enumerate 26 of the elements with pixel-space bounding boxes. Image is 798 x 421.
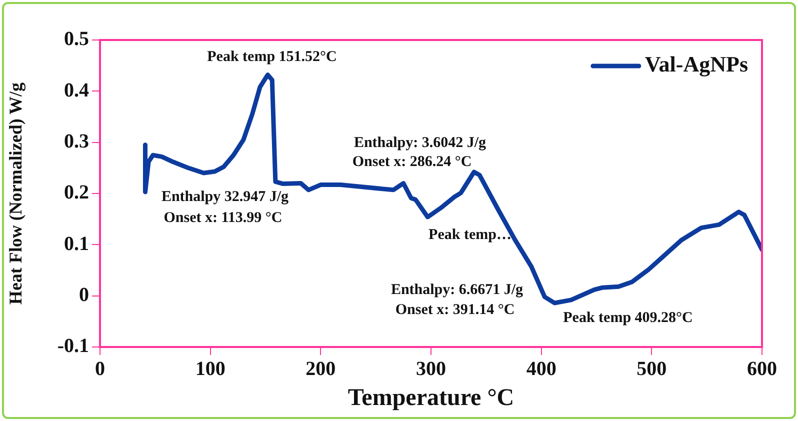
y-tick-label: 0.5 [64, 28, 89, 50]
y-tick-label: 0.2 [64, 182, 89, 204]
legend-label: Val-AgNPs [644, 52, 748, 77]
annotation: Enthalpy 32.947 J/g [161, 188, 290, 205]
x-tick-label: 100 [195, 358, 226, 380]
y-tick-label: 0 [79, 284, 89, 306]
annotation: Onset x: 113.99 °C [164, 210, 282, 226]
x-tick-label: 600 [747, 358, 777, 380]
annotation: Onset x: 391.14 °C [395, 302, 515, 318]
x-tick-label: 0 [95, 358, 105, 380]
x-axis-title: Temperature °C [348, 384, 514, 411]
y-tick-label: 0.4 [64, 79, 89, 102]
annotation: Enthalpy: 6.6671 J/g [390, 282, 524, 298]
y-tick-label: 0.3 [64, 130, 89, 153]
annotation: Enthalpy: 3.6042 J/g [354, 134, 487, 151]
annotation: Peak temp 151.52°C [207, 48, 337, 65]
annotation: Peak temp… [428, 226, 512, 243]
x-tick-label: 400 [526, 358, 556, 380]
x-tick-label: 500 [636, 358, 667, 380]
y-tick-label: -0.1 [57, 335, 89, 358]
annotation: Onset x: 286.24 °C [352, 154, 472, 170]
annotation: Peak temp 409.28°C [563, 310, 693, 326]
y-axis-title: Heat Flow (Normalized) W/g [5, 82, 26, 305]
y-tick-label: 0.1 [64, 232, 89, 255]
x-tick-label: 300 [416, 358, 446, 380]
x-tick-label: 200 [306, 358, 336, 380]
